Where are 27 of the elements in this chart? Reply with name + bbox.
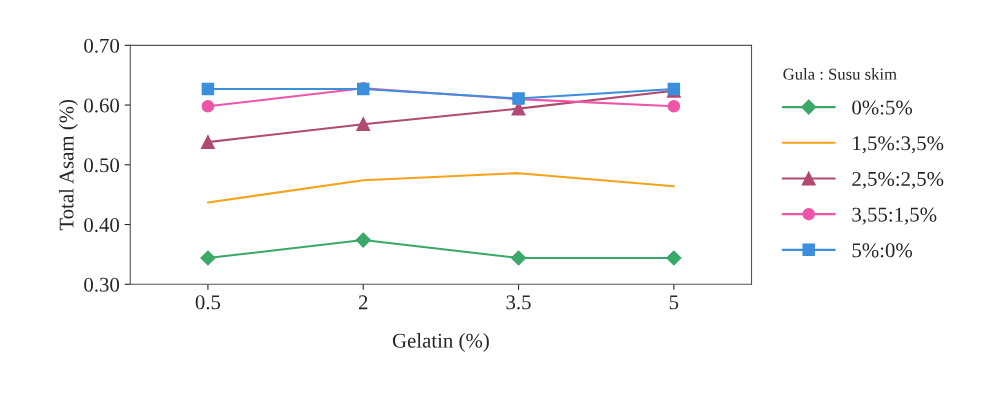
point	[356, 117, 371, 132]
x-tick-label: 5	[669, 295, 679, 310]
legend-title: Gula : Susu skim	[783, 68, 897, 80]
x-tick-label: 3.5	[506, 295, 531, 310]
point	[667, 100, 681, 113]
y-tick-label: 0.60	[84, 98, 120, 113]
x-axis-title: Gelatin (%)	[392, 333, 489, 352]
point	[510, 250, 527, 266]
legend-label: 3,55:1,5%	[852, 207, 937, 225]
x-tick-label: 0.5	[195, 295, 221, 310]
point	[355, 232, 371, 248]
point	[201, 82, 215, 96]
point	[200, 135, 215, 150]
legend-label: 5%:0%	[852, 243, 913, 258]
line-series	[206, 172, 675, 204]
x-tick-label: 2	[358, 295, 368, 310]
y-axis-title: Total Asam (%)	[58, 99, 78, 231]
legend-label: 2,5%:2,5%	[852, 171, 944, 189]
y-tick-label: 0.40	[84, 217, 120, 233]
point	[666, 250, 682, 266]
y-tick-label: 0.50	[84, 158, 120, 173]
point	[201, 100, 215, 113]
legend-label: 0%:5%	[852, 100, 913, 115]
point	[200, 250, 216, 266]
y-tick-label: 0.30	[84, 277, 120, 292]
legend-label: 1,5%:3,5%	[853, 136, 944, 154]
y-tick-label: 0.70	[84, 38, 120, 53]
